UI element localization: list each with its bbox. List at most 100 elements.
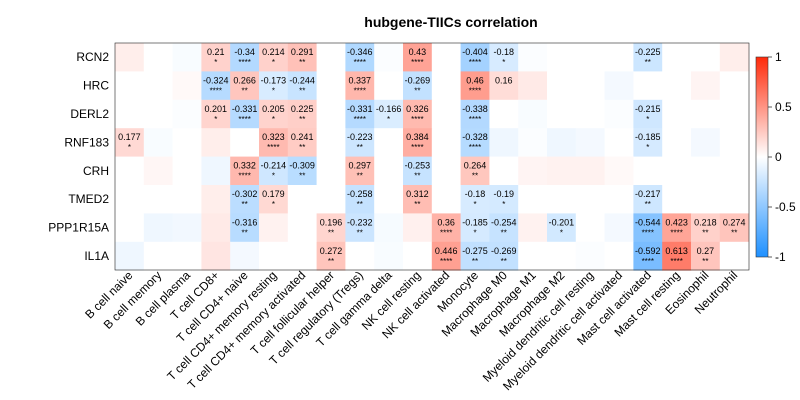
heatmap-cell [460,99,490,129]
cell-significance-label: **** [411,115,423,124]
cell-value-label: -0.328 [462,132,488,142]
cell-significance-label: ** [299,115,305,124]
heatmap-cell [518,43,548,72]
heatmap-cell [201,128,231,157]
cell-significance-label: **** [670,228,682,237]
cell-significance-label: * [272,58,275,67]
heatmap-cell [230,71,260,101]
cell-significance-label: * [502,200,505,209]
cell-value-label: 0.446 [435,246,458,256]
cell-value-label: 0.225 [291,104,314,114]
cell-value-label: -0.215 [635,104,661,114]
cell-significance-label: **** [670,257,682,266]
heatmap-cell [115,185,145,214]
heatmap-cell [547,71,577,101]
cell-value-label: 0.326 [406,104,429,114]
heatmap-cell [547,213,577,243]
heatmap-cell [489,185,519,214]
heatmap-cell [403,128,433,157]
heatmap-cell [201,43,231,72]
heatmap-cell [633,99,663,129]
cell-significance-label: **** [469,58,481,67]
cell-value-label: -0.544 [635,217,661,227]
heatmap-cell [403,213,433,243]
row-label: CRH [83,164,109,178]
heatmap-cell [633,43,663,72]
legend-tick-label: 0 [775,150,782,164]
heatmap-cell [719,185,749,214]
heatmap-cell [374,156,404,186]
cell-value-label: -0.269 [491,246,517,256]
cell-value-label: -0.254 [491,217,517,227]
heatmap-cell [143,241,173,271]
heatmap-cell [719,43,749,72]
row-label: HRC [83,79,109,93]
cell-value-label: -0.309 [289,161,315,171]
cell-significance-label: * [214,58,217,67]
heatmap-cell [143,185,173,214]
heatmap-cell [604,99,634,129]
cell-significance-label: ** [357,228,363,237]
cell-significance-label: * [272,200,275,209]
heatmap-cell [489,99,519,129]
cell-value-label: 0.332 [233,161,256,171]
cell-value-label: -0.269 [405,75,431,85]
cell-value-label: -0.201 [549,217,575,227]
cell-significance-label: ** [472,172,478,181]
heatmap-cell [201,156,231,186]
heatmap-cell [662,156,692,186]
legend-colorbar [755,56,769,258]
heatmap-cell [287,213,317,243]
heatmap-cell [489,156,519,186]
cell-significance-label: * [502,58,505,67]
heatmap-cell [374,213,404,243]
heatmap-cell [518,185,548,214]
heatmap-cell [547,241,577,271]
cell-value-label: -0.253 [405,161,431,171]
heatmap-cell [403,43,433,72]
cell-value-label: -0.275 [462,246,488,256]
heatmap-cell [374,185,404,214]
cell-value-label: 0.16 [495,75,513,85]
cell-value-label: -0.324 [203,75,229,85]
cell-value-label: -0.338 [462,104,488,114]
heatmap-cell [172,128,202,157]
cell-significance-label: * [473,200,476,209]
legend-tick-label: -0.5 [775,200,796,214]
heatmap-cell [230,99,260,129]
plot-border [114,42,750,271]
heatmap-cell [316,99,346,129]
cell-value-label: 0.337 [349,75,372,85]
heatmap-cell [115,128,145,157]
heatmap-cell [431,43,461,72]
heatmap-cell [115,213,145,243]
heatmap-cell [489,241,519,271]
heatmap-cell [316,213,346,243]
cell-significance-label: **** [642,257,654,266]
cell-significance-label: ** [241,200,247,209]
heatmap-cell [316,43,346,72]
cell-significance-label: ** [328,228,334,237]
cell-significance-label: * [272,86,275,95]
cell-value-label: 0.21 [207,47,225,57]
cell-labels: 0.21*-0.34****0.214*0.291**-0.346****0.4… [118,47,745,266]
cell-significance-label: **** [238,172,250,181]
heatmap-cell [518,241,548,271]
cell-value-label: -0.166 [376,104,402,114]
cell-value-label: -0.185 [635,132,661,142]
heatmap-cell [547,185,577,214]
heatmap-cell [345,128,375,157]
heatmap-cell [547,99,577,129]
heatmap-cell [259,128,289,157]
cell-value-label: 0.43 [409,47,427,57]
heatmap-cell [345,99,375,129]
legend-tick-label: 0.5 [775,100,792,114]
heatmap-cell [345,213,375,243]
cell-significance-label: **** [469,86,481,95]
heatmap-cell [662,241,692,271]
heatmap-cell [518,71,548,101]
heatmap-cell [575,213,605,243]
heatmap-cell [374,43,404,72]
cell-value-label: -0.19 [494,189,515,199]
cell-significance-label: **** [210,86,222,95]
